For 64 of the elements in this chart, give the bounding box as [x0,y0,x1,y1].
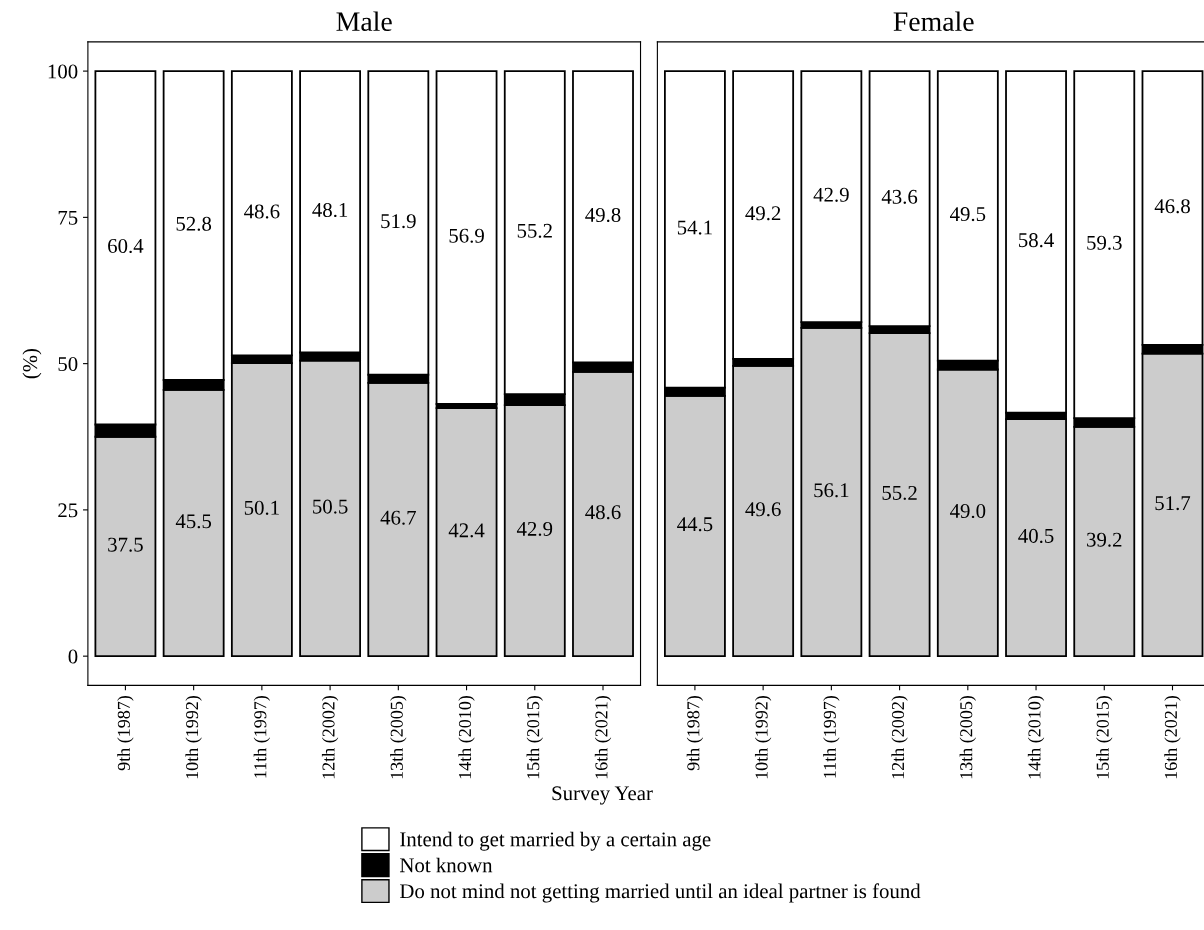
x-tick-label: 13th (2005) [390,695,407,779]
data-label: 39.2 [1087,532,1122,547]
x-axis-title: Survey Year [552,786,653,805]
x-tick-label: 10th (1992) [754,695,772,779]
data-label: 40.5 [1018,528,1054,543]
data-label: 49.2 [745,206,781,221]
bar [435,70,498,405]
data-label: 49.0 [949,503,986,519]
data-label: 43.6 [881,189,918,204]
data-label: 60.4 [108,238,144,254]
y-tick-label: 100 [48,64,78,79]
data-label: 58.4 [1019,233,1054,248]
data-label: 44.5 [677,517,713,532]
chart-title: Female [893,11,974,32]
data-label: 50.1 [244,500,279,515]
y-tick-label: 75 [58,210,78,225]
x-tick-label: 11th (1997) [823,695,840,778]
bar [800,327,863,658]
x-tick-label: 12th (2002) [321,695,339,779]
x-tick-label: 10th (1992) [185,695,202,779]
data-label: 48.1 [312,202,348,218]
data-label: 45.5 [175,514,212,529]
x-tick-label: 11th (1997) [253,695,271,778]
x-tick-label: 9th (1987) [117,695,134,771]
y-tick-label: 50 [58,357,78,372]
x-tick-label: 12th (2002) [891,695,908,779]
y-tick-label: 25 [58,503,78,518]
data-label: 54.1 [677,220,712,235]
data-label: 42.9 [813,187,849,202]
legend-label: Do not mind not getting married until an ideal partner is found [399,883,921,903]
x-tick-label: 14th (2010) [458,695,475,779]
x-tick-label: 15th (2015) [1096,695,1113,779]
data-label: 56.9 [449,228,484,243]
legend-label: Intend to get married by a certain age [400,831,711,851]
data-label: 56.1 [814,483,849,498]
data-label: 50.5 [313,499,348,514]
data-label: 46.8 [1154,199,1190,214]
x-tick-label: 16th (2021) [1164,695,1181,779]
data-label: 49.8 [585,207,621,223]
data-label: 51.9 [381,214,416,229]
bar [1005,418,1067,658]
data-label: 52.8 [176,216,212,231]
data-label: 48.6 [244,204,280,219]
x-tick-label: 16th (2021) [594,695,612,779]
data-label: 48.6 [585,505,621,520]
x-tick-label: 13th (2005) [959,695,976,779]
data-label: 42.4 [448,523,485,538]
data-label: 46.7 [380,510,416,525]
x-tick-label: 14th (2010) [1027,695,1045,779]
x-tick-label: 15th (2015) [526,695,543,779]
chart-title: Male [336,11,392,32]
data-label: 42.9 [516,521,553,536]
data-label: 37.5 [108,537,143,552]
legend-label: Not known [399,857,493,873]
x-tick-label: 9th (1987) [686,695,704,771]
y-axis-title: (%) [22,348,42,379]
bar [435,407,498,658]
data-label: 49.6 [745,502,781,517]
data-label: 51.7 [1155,496,1191,511]
data-label: 59.3 [1087,235,1122,250]
y-tick-label: 0 [68,649,78,664]
data-label: 49.5 [949,207,986,222]
data-label: 55.2 [517,223,552,238]
data-label: 55.2 [882,485,917,500]
